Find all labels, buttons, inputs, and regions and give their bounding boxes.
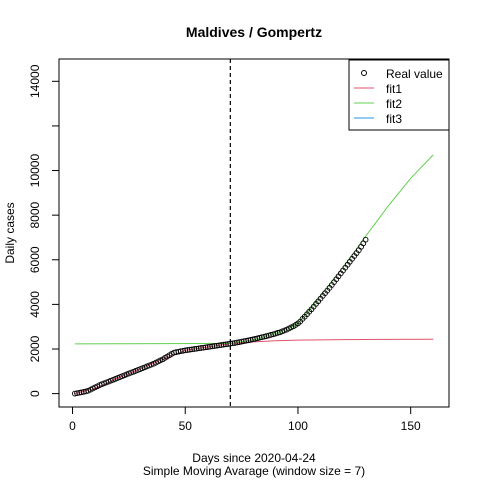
x-tick-label: 0 (69, 419, 76, 433)
legend: Real value fit1 fit2 fit3 (348, 59, 450, 131)
x-tick-label: 50 (179, 419, 193, 433)
legend-label-fit2: fit2 (386, 97, 402, 111)
y-tick-label: 10000 (28, 154, 42, 188)
x-axis: 0 50 100 150 (69, 406, 421, 433)
y-tick-label: 4000 (28, 291, 42, 318)
x-axis-sublabel: Simple Moving Avarage (window size = 7) (143, 464, 365, 478)
legend-swatch-real-value (361, 70, 367, 76)
y-axis-label: Daily cases (3, 202, 17, 263)
legend-label-real-value: Real value (386, 67, 443, 81)
series-fit2-line (74, 154, 434, 345)
x-tick-label: 100 (288, 419, 308, 433)
y-tick-label: 2000 (28, 335, 42, 362)
chart-title: Maldives / Gompertz (186, 24, 322, 40)
y-tick-label: 8000 (28, 201, 42, 228)
legend-label-fit3: fit3 (386, 112, 402, 126)
x-axis-label: Days since 2020-04-24 (192, 451, 316, 465)
plot-area (71, 59, 434, 407)
legend-label-fit1: fit1 (386, 82, 402, 96)
y-tick-label: 6000 (28, 246, 42, 273)
y-axis: 0 2000 4000 6000 8000 10000 14000 (28, 64, 60, 397)
y-tick-label: 14000 (28, 64, 42, 98)
data-point (362, 236, 369, 243)
x-tick-label: 150 (401, 419, 421, 433)
y-tick-label: 0 (28, 390, 42, 397)
